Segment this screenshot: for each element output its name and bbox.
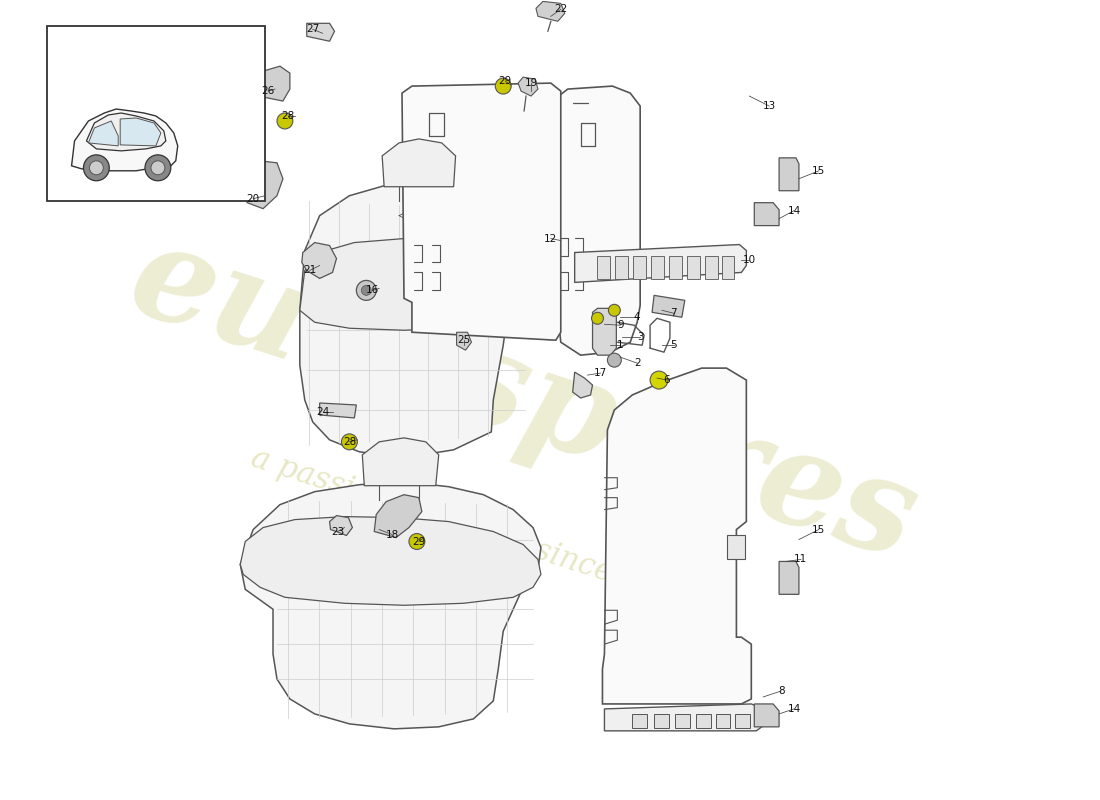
Text: 4: 4 (634, 312, 640, 322)
Polygon shape (402, 83, 561, 340)
Polygon shape (456, 332, 472, 350)
Text: 20: 20 (246, 194, 260, 204)
Text: 29: 29 (412, 537, 426, 546)
Text: 1: 1 (617, 340, 624, 350)
Bar (634, 255, 646, 279)
Text: 16: 16 (365, 286, 378, 295)
Circle shape (89, 161, 103, 174)
Circle shape (361, 286, 371, 295)
Text: 25: 25 (456, 335, 470, 346)
Polygon shape (536, 2, 564, 22)
Polygon shape (87, 113, 166, 151)
Text: 26: 26 (262, 86, 275, 96)
Polygon shape (755, 704, 779, 727)
Polygon shape (72, 109, 178, 170)
Polygon shape (755, 202, 779, 226)
Text: 22: 22 (554, 4, 568, 14)
Text: 12: 12 (544, 234, 558, 243)
Bar (736, 714, 750, 728)
Polygon shape (779, 562, 799, 594)
Bar (651, 255, 664, 279)
Bar (615, 255, 628, 279)
Bar (695, 714, 711, 728)
Text: 28: 28 (282, 111, 295, 121)
Polygon shape (257, 66, 290, 101)
Polygon shape (593, 308, 616, 355)
Polygon shape (88, 121, 118, 146)
Circle shape (650, 371, 668, 389)
Text: 13: 13 (762, 101, 776, 111)
Text: 24: 24 (316, 407, 329, 417)
Text: a passion for parts since 1985: a passion for parts since 1985 (248, 443, 700, 616)
Bar (722, 255, 735, 279)
Polygon shape (300, 238, 524, 330)
Circle shape (84, 155, 109, 181)
Circle shape (608, 304, 620, 316)
Text: eurospares: eurospares (114, 212, 932, 588)
Text: 18: 18 (385, 530, 398, 539)
Polygon shape (574, 245, 746, 282)
Polygon shape (330, 515, 352, 535)
Polygon shape (301, 242, 337, 278)
Circle shape (495, 78, 512, 94)
Circle shape (356, 281, 376, 300)
Polygon shape (300, 182, 534, 458)
Polygon shape (240, 482, 541, 729)
Polygon shape (240, 517, 541, 606)
Polygon shape (518, 77, 538, 96)
Text: 19: 19 (525, 78, 538, 88)
Text: 15: 15 (812, 525, 825, 534)
Text: 14: 14 (788, 704, 801, 714)
Circle shape (592, 312, 604, 324)
Text: 15: 15 (812, 166, 825, 176)
Polygon shape (320, 403, 356, 418)
Text: 3: 3 (637, 332, 644, 342)
Polygon shape (603, 368, 751, 704)
Circle shape (409, 534, 425, 550)
Text: 2: 2 (634, 358, 640, 368)
Polygon shape (120, 118, 161, 146)
Text: 11: 11 (794, 554, 807, 565)
Text: 9: 9 (617, 320, 624, 330)
Text: 29: 29 (498, 76, 512, 86)
Bar (686, 255, 700, 279)
Bar (597, 255, 611, 279)
Bar (675, 714, 690, 728)
Circle shape (151, 161, 165, 174)
Bar (632, 714, 647, 728)
Text: 17: 17 (594, 368, 607, 378)
Polygon shape (307, 23, 334, 42)
Circle shape (145, 155, 170, 181)
Polygon shape (652, 295, 685, 318)
Polygon shape (779, 158, 799, 190)
Polygon shape (604, 704, 763, 731)
Polygon shape (553, 86, 640, 355)
Text: 10: 10 (742, 255, 756, 266)
Bar (669, 255, 682, 279)
Text: 23: 23 (331, 526, 344, 537)
Text: 27: 27 (306, 24, 319, 34)
Polygon shape (362, 438, 439, 486)
Bar (727, 534, 746, 559)
Polygon shape (374, 494, 422, 538)
Text: 28: 28 (343, 437, 356, 447)
Polygon shape (382, 139, 455, 186)
Text: 5: 5 (671, 340, 678, 350)
Bar (47, 26, 265, 201)
Polygon shape (243, 161, 283, 209)
Bar (654, 714, 669, 728)
Circle shape (341, 434, 358, 450)
Text: 7: 7 (671, 308, 678, 318)
Polygon shape (573, 372, 593, 398)
Text: 21: 21 (304, 266, 317, 275)
Text: 6: 6 (663, 375, 670, 385)
Text: 14: 14 (788, 206, 801, 216)
Bar (716, 714, 730, 728)
Circle shape (607, 353, 621, 367)
Circle shape (277, 113, 293, 129)
Bar (705, 255, 717, 279)
Text: 8: 8 (778, 686, 784, 696)
